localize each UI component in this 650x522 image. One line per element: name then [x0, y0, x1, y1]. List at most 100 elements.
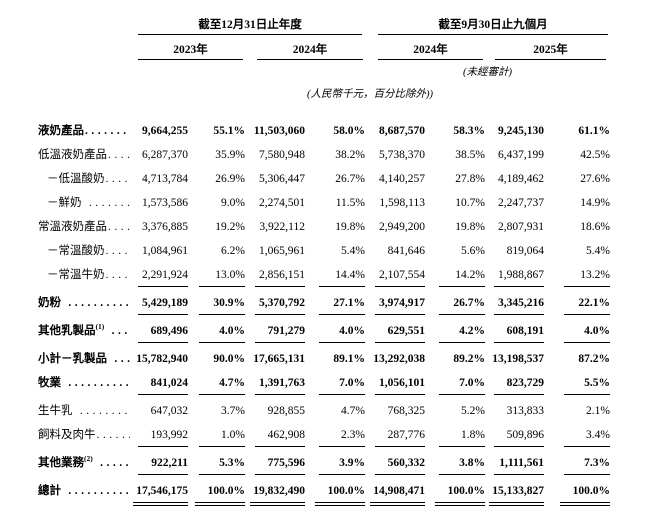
percentage-cell: 7.3%: [544, 451, 610, 475]
value-cell: 928,855: [267, 405, 305, 417]
row-label-text: 小計－乳製品: [38, 353, 107, 365]
value-cell: 922,211: [130, 451, 188, 475]
percentage-cell: 14.2%: [425, 263, 485, 287]
row-label: －低溫酸奶....: [38, 167, 130, 191]
value-cell: 3,922,112: [259, 221, 305, 233]
footnote-ref: (1): [95, 322, 105, 332]
dot-leader: .......: [82, 197, 130, 209]
value-cell: 13,292,038: [373, 353, 425, 365]
dot-leader: ....: [105, 173, 130, 185]
percentage-cell: 55.1%: [213, 125, 245, 137]
percentage-cell: 26.7%: [335, 173, 365, 185]
percentage-cell: 100.0%: [305, 479, 365, 506]
row-label-text: 生牛乳: [38, 405, 73, 417]
value-cell: 8,687,570: [379, 125, 425, 137]
percentage-cell: 1.0%: [188, 423, 245, 447]
dot-leader: ..........: [62, 485, 130, 497]
percentage-cell: 18.6%: [580, 221, 610, 233]
annual-period-header: 截至12月31日止年度: [138, 14, 362, 35]
footnote-ref: (2): [84, 454, 93, 464]
row-label-text: －常溫酸奶: [47, 245, 105, 257]
value-cell: 3,345,216: [485, 291, 544, 315]
value-cell: 841,646: [387, 245, 425, 257]
value-cell: 287,776: [365, 423, 425, 447]
percentage-cell: 5.6%: [461, 245, 485, 257]
value-cell: 3,376,885: [142, 221, 188, 233]
percentage-cell: 26.7%: [425, 291, 485, 315]
value-cell: 2,856,151: [245, 263, 305, 287]
percentage-cell: 26.9%: [215, 173, 245, 185]
value-cell: 1,573,586: [142, 197, 188, 209]
row-label-text: 液奶產品: [38, 125, 84, 137]
percentage-cell: 13.2%: [544, 263, 610, 287]
percentage-cell: 5.5%: [544, 371, 610, 395]
value-cell: 819,064: [506, 245, 544, 257]
value-cell: 823,729: [485, 371, 544, 395]
ninemonth-2025-header: 2025年: [495, 35, 606, 60]
percentage-cell: 100.0%: [544, 479, 610, 506]
table-header-years: 2023年 2024年 2024年 2025年: [38, 35, 650, 60]
row-label-text: －鮮奶: [47, 197, 82, 209]
row-label-text: －低溫酸奶: [47, 173, 105, 185]
value-cell: 6,287,370: [142, 149, 188, 161]
row-label-text: －常溫牛奶: [47, 269, 105, 281]
value-cell: 775,596: [245, 451, 305, 475]
dot-leader: ....: [108, 149, 130, 161]
percentage-cell: 100.0%: [188, 479, 245, 506]
value-cell: 1,598,113: [379, 197, 425, 209]
table-row: －常溫酸奶.... 1,084,961 6.2% 1,065,961 5.4% 841,6…: [38, 239, 650, 263]
dot-leader: ....: [111, 325, 130, 337]
value-cell: 5,370,792: [245, 291, 305, 315]
row-label: 液奶產品........: [38, 119, 130, 143]
row-label-text: 常溫液奶產品: [38, 221, 107, 233]
value-cell: 560,332: [365, 451, 425, 475]
dot-leader: ........: [85, 125, 130, 137]
percentage-cell: 13.0%: [188, 263, 245, 287]
row-label-text: 牧業: [38, 377, 61, 389]
table-row: 飼料及肉牛......193,9921.0%462,9082.3%287,776…: [38, 423, 650, 447]
percentage-cell: 42.5%: [580, 149, 610, 161]
year-2023-header: 2023年: [138, 35, 243, 60]
value-cell: 689,496: [130, 319, 188, 343]
value-cell: 647,032: [150, 405, 188, 417]
dot-leader: ....: [105, 245, 130, 257]
value-cell: 19,832,490: [245, 479, 305, 506]
percentage-cell: 27.1%: [305, 291, 365, 315]
value-cell: 4,713,784: [142, 173, 188, 185]
value-cell: 2,291,924: [130, 263, 188, 287]
value-cell: 768,325: [387, 405, 425, 417]
value-cell: 462,908: [245, 423, 305, 447]
value-cell: 7,580,948: [259, 149, 305, 161]
row-label: 小計－乳製品 ...: [38, 347, 130, 371]
value-cell: 4,189,462: [498, 173, 544, 185]
value-cell: 2,107,554: [365, 263, 425, 287]
row-label: 生牛乳 .........: [38, 399, 130, 423]
table-row: －常溫牛奶.... 2,291,924 13.0% 2,856,151 14.4% 2,1…: [38, 263, 650, 287]
row-label-text: 低溫液奶產品: [38, 149, 107, 161]
percentage-cell: 4.7%: [188, 371, 245, 395]
percentage-cell: 6.2%: [221, 245, 245, 257]
percentage-cell: 4.2%: [425, 319, 485, 343]
percentage-cell: 61.1%: [578, 125, 610, 137]
percentage-cell: 4.0%: [544, 319, 610, 343]
percentage-cell: 58.0%: [333, 125, 365, 137]
row-label: －鮮奶 .......: [38, 191, 130, 215]
dot-leader: ..........: [62, 297, 130, 309]
percentage-cell: 19.8%: [335, 221, 365, 233]
table-row: 牧業 .......... 841,024 4.7% 1,391,763 7.0% 1,0…: [38, 371, 650, 395]
percentage-cell: 89.1%: [333, 353, 365, 365]
row-label: 飼料及肉牛......: [38, 423, 130, 447]
value-cell: 5,738,370: [379, 149, 425, 161]
table-currency-note-row: (人民幣千元，百分比除外)): [38, 81, 650, 103]
table-row: －低溫酸奶.... 4,713,784 26.9% 5,306,447 26.7% 4,1…: [38, 167, 650, 191]
percentage-cell: 58.3%: [453, 125, 485, 137]
value-cell: 5,429,189: [130, 291, 188, 315]
percentage-cell: 22.1%: [544, 291, 610, 315]
table-row: 總計 .......... 17,546,175 100.0% 19,832,490 1…: [38, 479, 650, 506]
value-cell: 791,279: [245, 319, 305, 343]
table-header-note-row: (未經審計): [38, 60, 650, 81]
value-cell: 1,056,101: [365, 371, 425, 395]
percentage-cell: 1.8%: [425, 423, 485, 447]
table-row: 其他業務(2) ......922,2115.3%775,5963.9%560,…: [38, 451, 650, 475]
